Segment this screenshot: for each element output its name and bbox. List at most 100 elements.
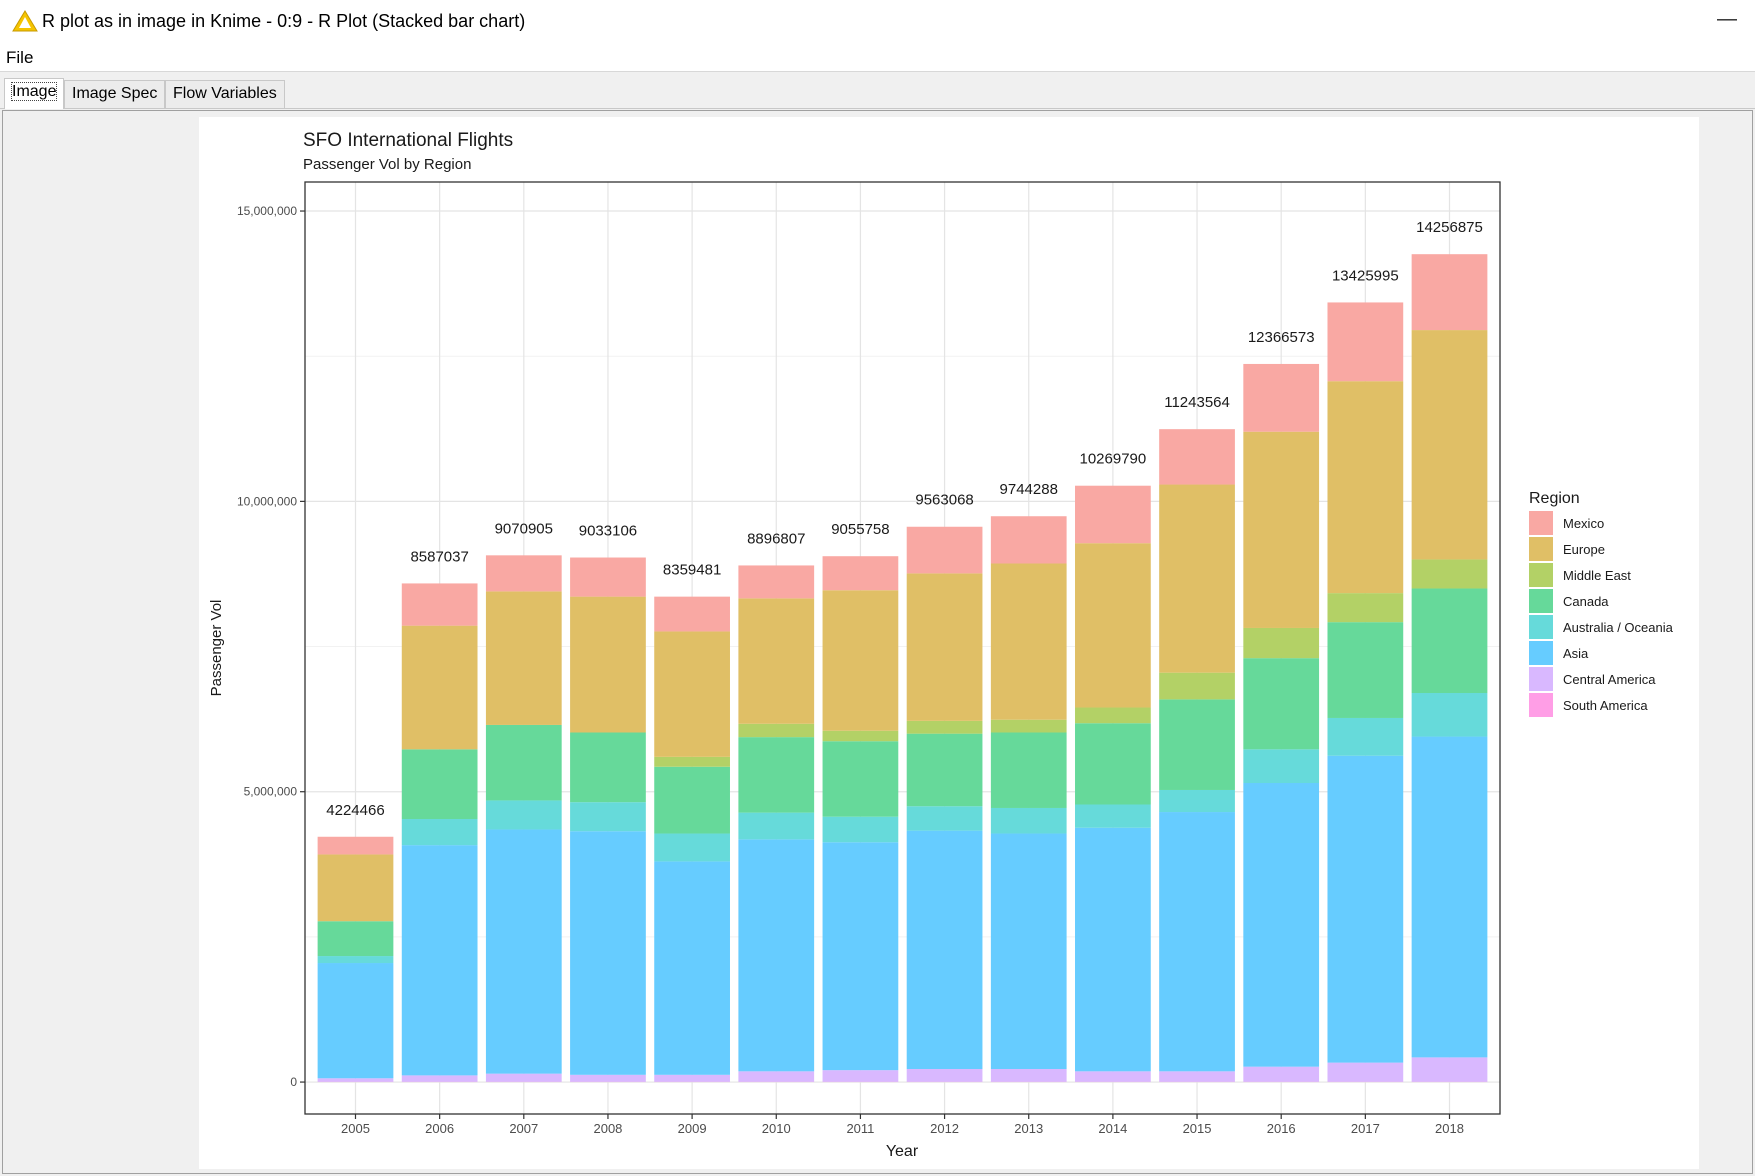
bar-segment — [485, 591, 562, 725]
total-label: 10269790 — [1080, 451, 1147, 468]
tab-image[interactable]: Image — [4, 78, 65, 109]
bar-segment — [401, 625, 478, 750]
bar-segment — [906, 526, 983, 574]
bar-segment — [1075, 707, 1151, 724]
legend-label: Europe — [1563, 542, 1605, 557]
grid — [305, 182, 1500, 1114]
tab-flow-variables-label: Flow Variables — [173, 85, 277, 102]
bar-segment — [654, 596, 730, 632]
bar-segment — [822, 590, 899, 731]
x-tick-label: 2007 — [509, 1121, 538, 1136]
window-title: R plot as in image in Knime - 0:9 - R Pl… — [42, 11, 526, 31]
stacked-bar-chart: SFO International Flights Passenger Vol … — [199, 117, 1699, 1169]
total-labels: 4224466 8587037 9070905 9033106 8359481 88968… — [326, 219, 1483, 819]
warning-icon — [12, 10, 38, 32]
total-label: 14256875 — [1416, 219, 1483, 236]
minimize-button[interactable]: — — [1717, 8, 1737, 30]
bar-segment — [570, 1074, 646, 1082]
bar-segment — [990, 732, 1067, 808]
bar-segment — [317, 956, 394, 964]
legend-key — [1529, 641, 1553, 665]
legend-key — [1529, 667, 1553, 691]
legend-label: Middle East — [1563, 568, 1631, 583]
bar-segment — [317, 836, 394, 855]
bar-segment — [1327, 755, 1404, 1063]
bar-segment — [1075, 804, 1151, 828]
bar-segment — [1075, 827, 1151, 1072]
bar-segment — [317, 921, 394, 957]
bar-segment — [485, 800, 562, 830]
bar-segment — [1411, 1057, 1488, 1082]
bar-segment — [822, 741, 899, 817]
total-label: 8587037 — [410, 548, 468, 565]
x-tick-label: 2018 — [1435, 1121, 1464, 1136]
bar-segment — [738, 598, 815, 724]
total-label: 8359481 — [663, 562, 721, 579]
legend-key — [1529, 511, 1553, 535]
legend-key — [1529, 589, 1553, 613]
bar-segment — [570, 557, 646, 597]
x-tick-label: 2012 — [930, 1121, 959, 1136]
panel-border — [304, 181, 1501, 1115]
bar-segment — [822, 556, 899, 591]
bar-segment — [1411, 693, 1488, 737]
bar-segment — [822, 842, 899, 1071]
y-tick-label: 15,000,000 — [237, 204, 297, 218]
tab-flow-variables[interactable]: Flow Variables — [165, 80, 285, 108]
x-tick-label: 2008 — [593, 1121, 622, 1136]
x-axis-label: Year — [886, 1143, 919, 1160]
bar-segment — [570, 802, 646, 832]
bar-segment — [401, 749, 478, 820]
x-tick-label: 2016 — [1267, 1121, 1296, 1136]
chart-title: SFO International Flights — [303, 130, 513, 151]
bar-segment — [401, 1075, 478, 1082]
total-label: 11243564 — [1164, 394, 1230, 411]
tab-image-spec[interactable]: Image Spec — [64, 80, 166, 108]
y-tick-label: 0 — [290, 1075, 297, 1089]
bar-segment — [822, 730, 899, 742]
total-label: 12366573 — [1248, 329, 1315, 346]
bar-segment — [822, 816, 899, 843]
bar-segment — [822, 1070, 899, 1082]
bar-segment — [1411, 254, 1488, 331]
bar-segment — [654, 1074, 730, 1082]
bar-segment — [1075, 543, 1151, 708]
bar-segment — [1411, 559, 1488, 589]
x-tick-label: 2006 — [425, 1121, 454, 1136]
legend-label: Central America — [1563, 672, 1656, 687]
bar-segment — [1327, 302, 1404, 382]
x-tick-label: 2011 — [846, 1121, 874, 1136]
x-tick-label: 2015 — [1183, 1121, 1212, 1136]
bar-segment — [906, 720, 983, 734]
bar-segment — [1411, 588, 1488, 694]
bar-segment — [317, 963, 394, 1079]
bar-segment — [654, 861, 730, 1075]
bar-segment — [401, 819, 478, 846]
bar-segment — [317, 854, 394, 922]
bar-segment — [1159, 699, 1235, 790]
bar-segment — [1159, 789, 1235, 813]
bar-segment — [990, 1068, 1067, 1082]
bar-segment — [906, 1068, 983, 1082]
tab-bar: Image Image Spec Flow Variables — [0, 73, 1755, 109]
tab-image-spec-label: Image Spec — [72, 85, 158, 102]
total-label: 9033106 — [579, 523, 637, 540]
bar-segment — [1159, 429, 1235, 485]
total-label: 9055758 — [831, 521, 889, 538]
y-tick-label: 10,000,000 — [237, 494, 297, 508]
bar-segment — [1243, 749, 1320, 784]
bar-segment — [1327, 1062, 1404, 1082]
x-tick-label: 2013 — [1014, 1121, 1043, 1136]
bar-segment — [654, 833, 730, 862]
bar-segment — [738, 723, 815, 738]
bar-segment — [654, 766, 730, 834]
bar-segment — [570, 732, 646, 803]
bar-segment — [1243, 627, 1320, 659]
bar-segment — [1327, 593, 1404, 623]
legend-key — [1529, 537, 1553, 561]
bar-segment — [1243, 783, 1320, 1067]
bar-segment — [570, 596, 646, 733]
legend-key — [1529, 615, 1553, 639]
legend-key — [1529, 563, 1553, 587]
menu-file[interactable]: File — [6, 48, 34, 67]
